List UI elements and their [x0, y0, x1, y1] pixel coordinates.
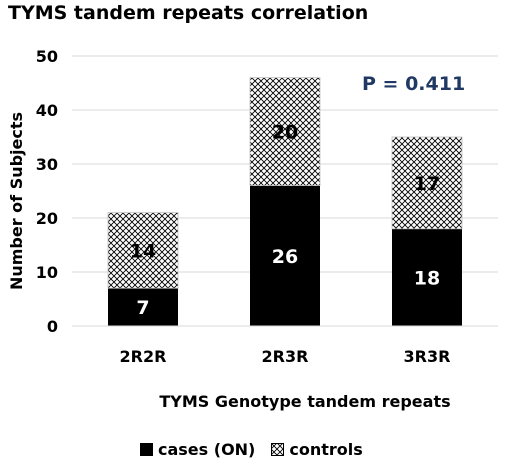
bar-cases: [250, 185, 320, 326]
legend: cases (ON) controls: [140, 440, 373, 459]
bar-cases: [392, 228, 462, 326]
bar-controls: [249, 77, 321, 186]
y-tick-label: 10: [36, 263, 58, 282]
y-tick-label: 50: [36, 47, 58, 66]
legend-swatch-controls: [271, 443, 285, 456]
y-tick-label: 20: [36, 209, 58, 228]
data-label: 20: [272, 122, 298, 144]
x-tick-label: 2R2R: [120, 347, 167, 366]
legend-item-controls: controls: [271, 440, 363, 459]
data-label: 18: [414, 267, 440, 289]
bar-controls: [107, 212, 179, 289]
legend-swatch-cases: [140, 443, 153, 456]
x-axis-title: TYMS Genotype tandem repeats: [159, 392, 450, 411]
y-tick-label: 30: [36, 155, 58, 174]
y-tick-label: 40: [36, 101, 58, 120]
legend-item-cases: cases (ON): [140, 440, 255, 459]
y-axis-title: Number of Subjects: [7, 112, 26, 290]
data-label: 14: [130, 240, 156, 262]
x-tick-label: 2R3R: [262, 347, 309, 366]
y-tick-label: 0: [47, 317, 58, 336]
data-label: 7: [136, 297, 149, 319]
bar-controls: [391, 136, 463, 230]
data-label: 26: [272, 246, 298, 268]
data-label: 17: [414, 173, 440, 195]
x-tick-label: 3R3R: [404, 347, 451, 366]
chart-title: TYMS tandem repeats correlation: [8, 2, 369, 24]
p-value-annotation: P = 0.411: [362, 73, 465, 95]
legend-label-cases: cases (ON): [158, 440, 256, 459]
bar-cases: [108, 288, 178, 326]
legend-label-controls: controls: [289, 440, 363, 459]
